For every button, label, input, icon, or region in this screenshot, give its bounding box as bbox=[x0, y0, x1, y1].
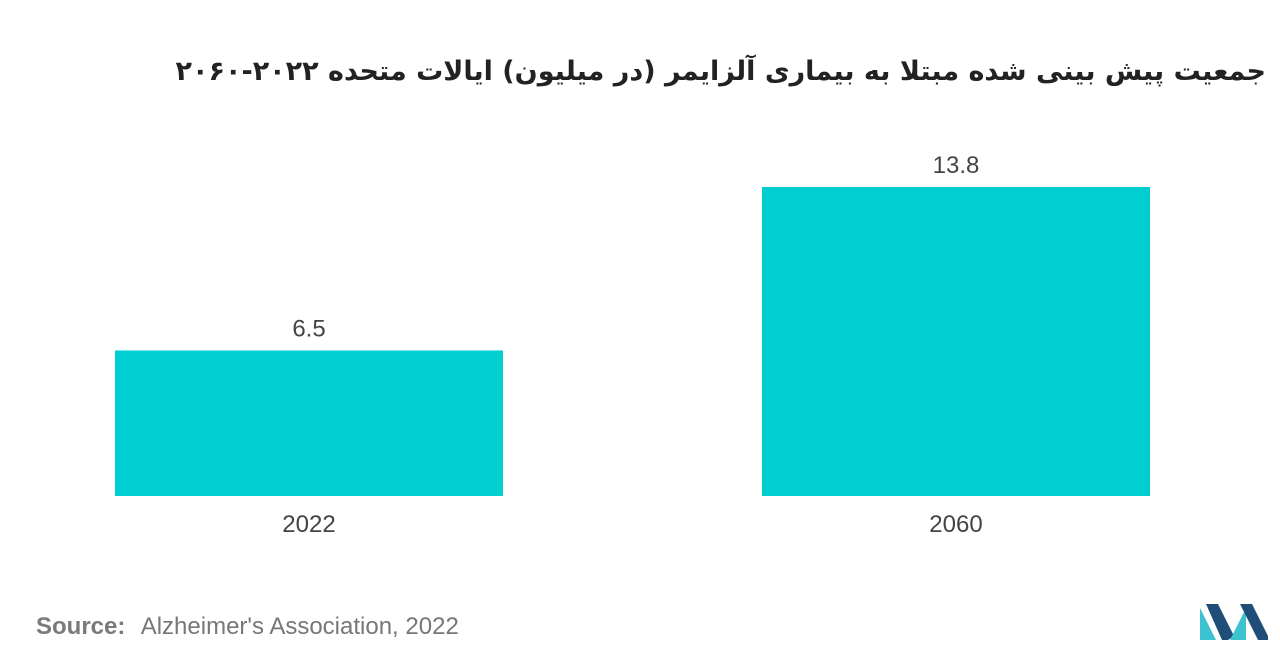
bar-value-label-2060: 13.8 bbox=[933, 152, 980, 179]
mordor-intelligence-logo-icon bbox=[1200, 604, 1268, 640]
bar-2022 bbox=[115, 350, 503, 496]
source-text: Alzheimer's Association, 2022 bbox=[140, 613, 459, 640]
source-footer: Source: Alzheimer's Association, 2022 bbox=[36, 613, 459, 641]
x-tick-label-2060: 2060 bbox=[929, 511, 982, 538]
bar-chart: 6.5 13.8 2022 2060 bbox=[115, 152, 1150, 538]
logo-middle-shape-2 bbox=[1230, 608, 1246, 640]
logo-left-shape bbox=[1200, 608, 1216, 640]
x-tick-labels-layer: 2022 2060 bbox=[282, 511, 982, 538]
bars-layer bbox=[115, 187, 1150, 496]
chart-title: جمعیت پیش بینی شده مبتلا به بیماری آلزای… bbox=[175, 56, 1266, 87]
value-labels-layer: 6.5 13.8 bbox=[292, 152, 979, 342]
bar-value-label-2022: 6.5 bbox=[292, 315, 325, 342]
logo-middle-shape-1 bbox=[1206, 604, 1234, 640]
x-tick-label-2022: 2022 bbox=[282, 511, 335, 538]
bar-2060 bbox=[762, 187, 1150, 496]
source-label: Source: bbox=[36, 613, 126, 640]
logo-right-shape bbox=[1240, 604, 1268, 640]
